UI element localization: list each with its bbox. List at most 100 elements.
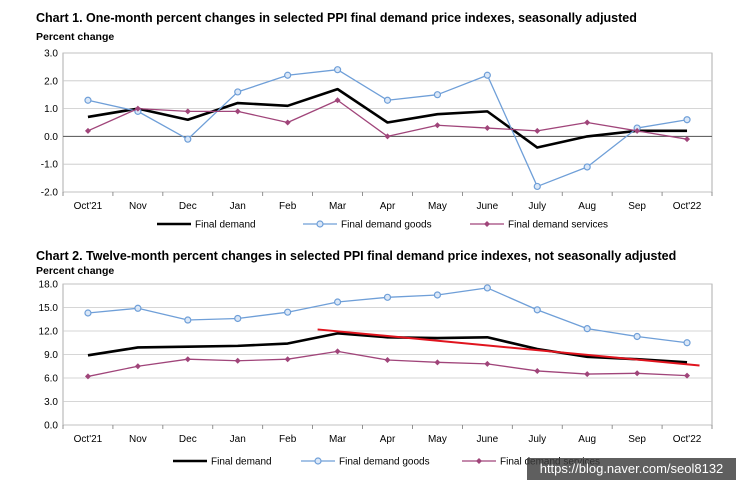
x-tick-label: Oct'21 [74, 201, 103, 212]
x-tick-label: Nov [129, 434, 147, 445]
series-final-demand-services [84, 97, 691, 143]
x-tick-label: Mar [329, 201, 347, 212]
legend-label: Final demand [211, 457, 272, 468]
chart2-title: Chart 2. Twelve-month percent changes in… [36, 249, 677, 263]
data-point [583, 325, 591, 333]
legend-swatch-marker [476, 458, 482, 464]
watermark-url: https://blog.naver.com/seol8132 [527, 458, 736, 480]
data-point [483, 71, 491, 79]
y-tick-label: 15.0 [39, 303, 59, 314]
data-point [683, 339, 691, 347]
chart2-ylabel: Percent change [36, 265, 115, 277]
data-point [433, 291, 442, 299]
legend-swatch-marker [316, 220, 324, 228]
y-tick-label: -1.0 [41, 160, 59, 171]
y-tick-label: 0.0 [44, 421, 58, 432]
x-tick-label: June [477, 201, 499, 212]
data-point [234, 108, 241, 115]
data-point [383, 293, 392, 301]
data-point [434, 122, 441, 129]
legend-label: Final demand goods [341, 220, 432, 231]
data-point [533, 306, 541, 314]
data-point [483, 284, 491, 292]
series-final-demand [87, 332, 688, 364]
data-point [184, 356, 191, 363]
legend-item: Final demand [173, 457, 272, 468]
x-tick-label: June [477, 434, 499, 445]
data-point [383, 96, 392, 104]
data-point [584, 371, 591, 378]
data-point [284, 119, 291, 126]
chart1-plot: -2.0 -1.0 0.0 1.0 2.0 3.0 Oct'21 Nov Dec Jan Feb Ma… [41, 49, 713, 231]
data-point [134, 304, 142, 312]
legend-swatch-marker [314, 457, 322, 465]
legend-item: Final demand goods [301, 457, 430, 468]
series-final-demand-services [84, 348, 691, 380]
x-tick-label: Oct'22 [673, 201, 702, 212]
x-tick-label: Aug [578, 434, 596, 445]
data-point [634, 370, 641, 377]
x-tick-label: Dec [179, 201, 197, 212]
x-tick-label: Sep [628, 201, 646, 212]
x-tick-label: Nov [129, 201, 147, 212]
data-point [284, 308, 292, 316]
x-tick-label: Apr [380, 201, 396, 212]
y-tick-label: 0.0 [44, 132, 58, 143]
data-point [184, 316, 192, 324]
y-tick-label: 9.0 [44, 350, 58, 361]
chart1-title: Chart 1. One-month percent changes in se… [36, 11, 637, 25]
data-point [333, 298, 342, 306]
data-point [184, 108, 191, 115]
data-point [384, 356, 391, 363]
data-point [334, 348, 341, 355]
data-point [484, 125, 491, 132]
series-final-demand [87, 87, 688, 149]
x-tick-label: May [428, 201, 447, 212]
data-point [634, 127, 641, 134]
series-final-demand-goods [84, 284, 691, 347]
data-point [84, 96, 92, 104]
x-tick-label: July [528, 434, 546, 445]
x-tick-label: May [428, 434, 447, 445]
x-tick-label: Mar [329, 434, 347, 445]
data-point [683, 116, 691, 124]
x-tick-label: Feb [279, 201, 297, 212]
legend-item: Final demand services [470, 220, 608, 231]
legend-swatch-marker [484, 221, 490, 227]
data-point [84, 309, 92, 317]
x-tick-label: Dec [179, 434, 197, 445]
data-point [484, 360, 491, 367]
data-point [134, 105, 141, 112]
data-point [84, 127, 91, 134]
y-tick-label: 18.0 [39, 280, 59, 291]
data-point [633, 332, 641, 341]
x-tick-label: Jan [230, 434, 246, 445]
series-line [87, 87, 688, 149]
y-tick-label: -2.0 [41, 188, 59, 199]
data-point [234, 88, 242, 96]
data-point [234, 314, 242, 323]
data-point [534, 127, 541, 134]
data-point [534, 367, 541, 374]
data-point [533, 182, 541, 191]
data-point [433, 91, 442, 99]
data-point [184, 135, 192, 143]
x-tick-label: Sep [628, 434, 646, 445]
y-tick-label: 6.0 [44, 374, 58, 385]
data-point [134, 363, 141, 370]
data-point [584, 119, 591, 126]
trend-line-annotation [317, 328, 700, 367]
data-point [234, 357, 241, 364]
chart1-ylabel: Percent change [36, 31, 115, 43]
data-point [334, 97, 341, 104]
data-point [284, 71, 292, 79]
x-tick-label: Feb [279, 434, 297, 445]
data-point [84, 373, 91, 380]
y-tick-label: 1.0 [44, 104, 58, 115]
x-tick-label: Oct'21 [74, 434, 103, 445]
x-tick-label: Oct'22 [673, 434, 702, 445]
legend-label: Final demand services [508, 220, 608, 231]
data-point [684, 136, 691, 143]
x-tick-label: Jan [230, 201, 246, 212]
